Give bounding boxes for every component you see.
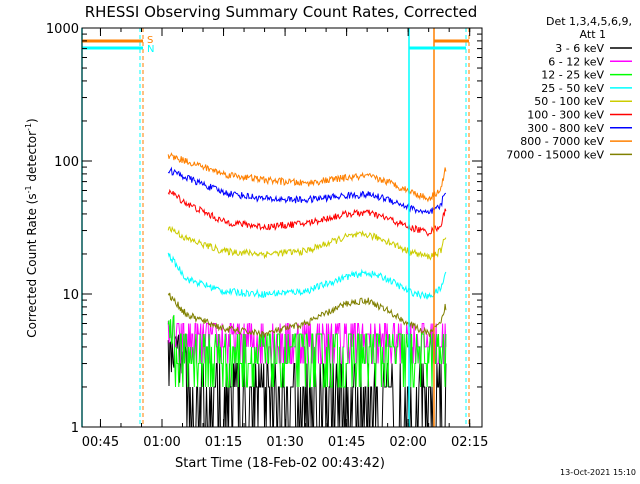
chart-title: RHESSI Observing Summary Count Rates, Co… bbox=[85, 3, 478, 21]
series-8 bbox=[167, 292, 447, 339]
marker-label-s: S bbox=[147, 35, 153, 46]
footer-timestamp: 13-Oct-2021 15:10 bbox=[560, 468, 636, 477]
x-tick-label: 00:45 bbox=[82, 435, 119, 450]
legend-entry-label: 6 - 12 keV bbox=[548, 55, 604, 68]
legend-entry-label: 25 - 50 keV bbox=[541, 82, 604, 95]
y-axis-label-part1: Corrected Count Rate (s bbox=[25, 193, 39, 337]
series-line bbox=[167, 334, 447, 428]
legend-entry-label: 7000 - 15000 keV bbox=[506, 148, 604, 161]
series-line bbox=[167, 188, 447, 237]
plot-frame bbox=[81, 27, 483, 428]
series-line bbox=[167, 225, 447, 261]
series-2 bbox=[167, 314, 447, 388]
y-tick-label: 10 bbox=[62, 288, 79, 303]
series-line bbox=[167, 152, 447, 203]
legend-entry-label: 50 - 100 keV bbox=[534, 95, 604, 108]
x-axis-label: Start Time (18-Feb-02 00:43:42) bbox=[175, 456, 385, 471]
y-axis-label-part3: ) bbox=[25, 118, 39, 123]
series-line bbox=[167, 292, 447, 339]
plot-area: SN bbox=[81, 28, 470, 428]
series-0 bbox=[167, 334, 447, 428]
legend-entry-label: 100 - 300 keV bbox=[527, 109, 604, 122]
legend-entry-label: 300 - 800 keV bbox=[527, 122, 604, 135]
series-line bbox=[167, 314, 447, 388]
y-axis-label-sup1: -1 bbox=[24, 185, 33, 193]
x-tick-label: 01:45 bbox=[328, 435, 365, 450]
series-3 bbox=[167, 252, 447, 300]
legend-header-line1: Det 1,3,4,5,6,9, bbox=[546, 15, 632, 28]
y-tick-label: 1 bbox=[71, 421, 79, 436]
y-tick-label: 1000 bbox=[46, 22, 79, 37]
y-tick-label: 100 bbox=[54, 155, 79, 170]
legend-entry-label: 3 - 6 keV bbox=[555, 42, 604, 55]
x-tick-label: 02:15 bbox=[451, 435, 488, 450]
legend-entry-label: 12 - 25 keV bbox=[541, 69, 604, 82]
legend-header-line2: Att 1 bbox=[580, 28, 606, 41]
marker-label-n: N bbox=[147, 44, 154, 55]
axes: 00:45 01:00 01:15 01:30 01:45 02:00 02:15 1 10 10… bbox=[46, 22, 489, 450]
series-7 bbox=[167, 152, 447, 203]
y-axis-label-part2: detector bbox=[25, 131, 39, 186]
series-5 bbox=[167, 188, 447, 237]
series-4 bbox=[167, 225, 447, 261]
y-axis-label-sup2: -1 bbox=[24, 123, 33, 131]
series-line bbox=[167, 252, 447, 300]
x-tick-label: 01:00 bbox=[143, 435, 180, 450]
y-axis-label: Corrected Count Rate (s-1 detector-1) bbox=[24, 118, 39, 337]
x-tick-label: 02:00 bbox=[389, 435, 426, 450]
series-line bbox=[167, 166, 447, 215]
series-6 bbox=[167, 166, 447, 215]
x-tick-label: 01:15 bbox=[205, 435, 242, 450]
legend-entry-label: 800 - 7000 keV bbox=[520, 135, 604, 148]
x-tick-label: 01:30 bbox=[266, 435, 303, 450]
